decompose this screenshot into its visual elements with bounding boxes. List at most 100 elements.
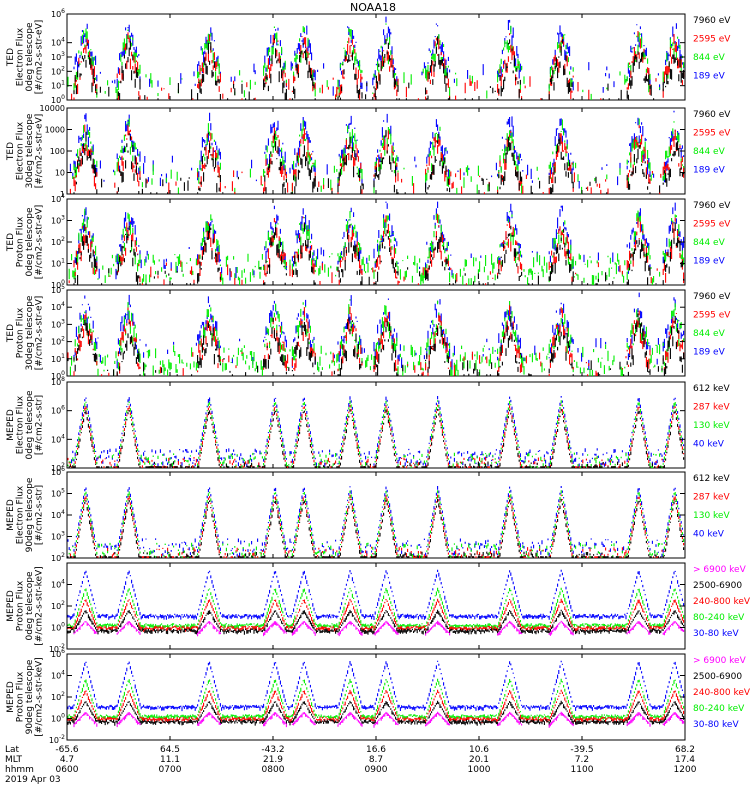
y-tick-exponent: 2 <box>61 236 65 243</box>
y-tick-label: 100 <box>51 370 65 381</box>
legend-entry: 287 keV <box>693 493 730 503</box>
y-tick-label: 10-2 <box>49 643 65 654</box>
series-black-marks <box>67 498 685 558</box>
panel-frame <box>66 289 686 377</box>
y-tick-exponent: 2 <box>61 600 65 607</box>
y-axis-label: MEPEDElectron Flux0deg telescope[#/cm2-s… <box>6 390 45 460</box>
legend-entry: 40 keV <box>693 530 725 540</box>
y-axis-label: TEDElectron Flux30deg telescope[#/cm2-s-… <box>6 113 45 188</box>
y-tick-label: 104 <box>51 433 65 444</box>
panel-8: 106 104 102 100 10-2 MEPEDProton Flux90deg te… <box>6 648 750 745</box>
y-tick-label: 104 <box>51 579 65 590</box>
series-red-marks <box>67 404 685 468</box>
y-tick-label: 103 <box>51 51 65 62</box>
chart-title: NOAA18 <box>350 1 396 14</box>
legend-entry: 7960 eV <box>693 201 731 211</box>
legend-entry: 844 eV <box>693 147 726 157</box>
x-tick-lat: -65.6 <box>55 745 79 755</box>
y-tick-exponent: 4 <box>61 301 65 308</box>
y-tick-exponent: 4 <box>61 433 65 440</box>
x-tick-mlt: 20.1 <box>469 755 489 765</box>
legend-entry: 612 keV <box>693 384 730 394</box>
y-axis-label-line: 0deg telescope <box>25 207 35 277</box>
legend-entry: 30-80 keV <box>693 720 739 730</box>
legend-entry: 844 eV <box>693 53 726 63</box>
x-tick-mlt: 7.2 <box>575 755 589 765</box>
series-red-marks <box>67 305 685 376</box>
legend-entry: 240-800 keV <box>693 597 750 607</box>
y-tick-label: 102 <box>51 600 65 611</box>
y-tick-exponent: 0 <box>61 622 65 629</box>
series-red-marks <box>69 494 685 558</box>
x-tick-hhmm: 0700 <box>159 765 182 775</box>
x-tick-hhmm: 0900 <box>365 765 388 775</box>
x-row-label: Lat <box>5 745 20 755</box>
y-tick-exponent: 0 <box>61 94 65 101</box>
y-tick-exponent: 4 <box>61 579 65 586</box>
x-tick-lat: 68.2 <box>675 745 695 755</box>
series-magenta-marks <box>73 620 685 637</box>
y-axis-label-line: 30deg telescope <box>25 113 35 188</box>
y-axis-label-line: [#/cm2-s-str-eV] <box>34 20 44 95</box>
panel-data <box>67 396 685 468</box>
panel-frame <box>66 562 686 650</box>
y-axis-label: MEPEDProton Flux0deg telescope[#/cm2-s-s… <box>6 566 45 645</box>
series-green-marks <box>67 587 685 630</box>
legend-entry: 2595 eV <box>693 35 731 45</box>
y-tick-label: 102 <box>51 236 65 247</box>
y-axis-label-line: Proton Flux <box>15 307 25 358</box>
y-axis-label-line: 0deg telescope <box>25 390 35 460</box>
y-axis-label-line: 90deg telescope <box>25 659 35 734</box>
panel-frame <box>66 653 686 741</box>
y-axis-label: MEPEDProton Flux90deg telescope[#/cm2-s-… <box>6 657 45 736</box>
y-axis-label-line: [#/cm2-s-str-eV] <box>34 205 44 280</box>
x-tick-mlt: 4.7 <box>60 755 74 765</box>
x-tick-lat: 64.5 <box>160 745 180 755</box>
y-tick-label: 10000 <box>40 104 65 113</box>
legend-entry: 130 keV <box>693 511 730 521</box>
y-tick-label: 102 <box>51 336 65 347</box>
y-tick-label: 102 <box>51 552 65 563</box>
series-red-marks <box>69 124 685 194</box>
y-tick-exponent: 8 <box>61 376 65 383</box>
y-tick-exponent: 4 <box>61 509 65 516</box>
y-tick-exponent: 2 <box>61 336 65 343</box>
y-tick-label: 101 <box>51 80 65 91</box>
legend-entry: 844 eV <box>693 238 726 248</box>
y-axis-label-line: TED <box>6 142 16 161</box>
panel-data <box>68 201 685 285</box>
y-tick-exponent: 0 <box>61 713 65 720</box>
y-tick-label: 103 <box>51 531 65 542</box>
y-tick-label: 100 <box>51 622 65 633</box>
y-axis-label-line: Electron Flux <box>15 27 25 86</box>
x-tick-mlt: 17.4 <box>675 755 695 765</box>
y-axis-label-line: [#/cm2-s-str-eV] <box>34 114 44 189</box>
y-axis-label-line: MEPED <box>6 409 16 441</box>
y-axis-label-line: Electron Flux <box>15 121 25 180</box>
y-tick-label: 104 <box>51 193 65 204</box>
y-tick-label: 105 <box>51 488 65 499</box>
y-axis-label-line: [#/cm2-s-str-eV] <box>34 296 44 371</box>
legend-entry: 240-800 keV <box>693 688 750 698</box>
x-tick-lat: -39.5 <box>570 745 593 755</box>
legend-entry: 844 eV <box>693 329 726 339</box>
panel-frame <box>66 107 686 195</box>
series-blue-marks <box>67 660 685 712</box>
y-tick-label: 105 <box>51 284 65 295</box>
y-tick-exponent: 4 <box>61 670 65 677</box>
y-tick-exponent: 4 <box>61 193 65 200</box>
y-tick-exponent: 3 <box>61 51 65 58</box>
y-tick-label: 102 <box>51 691 65 702</box>
y-axis-label-line: MEPED <box>6 590 16 622</box>
panel-data <box>67 660 685 728</box>
y-axis-label: TEDProton Flux30deg telescope[#/cm2-s-st… <box>6 295 45 370</box>
series-black-marks <box>73 222 685 285</box>
panel-7: 104 102 100 10-2 MEPEDProton Flux0deg telesc… <box>6 562 750 654</box>
panel-6: 106 105 104 103 102 MEPEDElectron Flux90deg t… <box>6 466 731 563</box>
y-axis-label-line: [#/cm2-s-str-keV] <box>34 566 44 645</box>
series-black-marks <box>73 130 685 194</box>
y-tick-label: 106 <box>51 466 65 477</box>
